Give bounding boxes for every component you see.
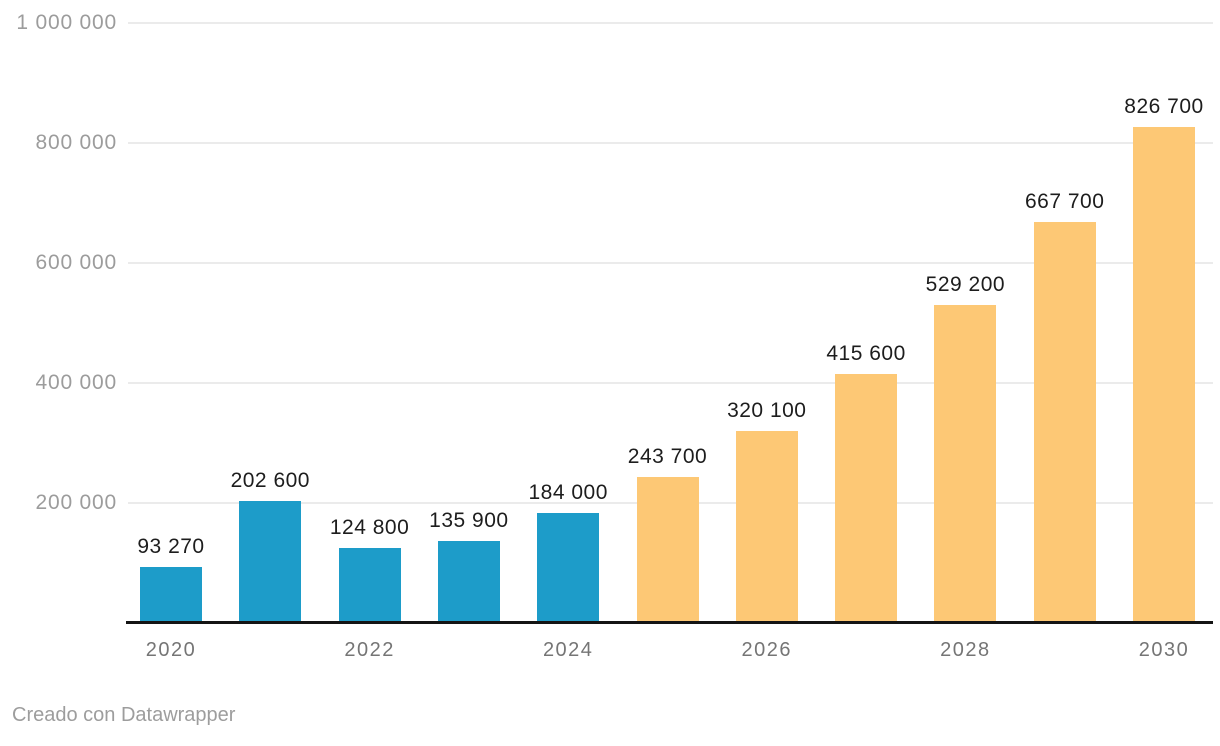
x-axis-tick-label: 2030 <box>1138 639 1190 661</box>
bar-value-label: 93 270 <box>137 535 205 558</box>
y-axis-tick-label: 200 000 <box>35 491 117 514</box>
bar-value-label: 135 900 <box>429 509 509 532</box>
bar-value-label: 320 100 <box>727 399 807 422</box>
bar-value-label: 529 200 <box>925 273 1006 296</box>
bar-2023[interactable]: 135 900 <box>429 509 508 623</box>
bar-2024[interactable]: 184 000 <box>528 481 607 623</box>
bar-2026[interactable]: 320 100 <box>727 399 806 623</box>
x-axis-line <box>126 621 1213 624</box>
y-axis-tick-label: 600 000 <box>35 251 117 274</box>
attribution: Creado con Datawrapper <box>12 704 236 726</box>
bar-value-label: 124 800 <box>329 516 410 539</box>
x-axis-tick-label: 2028 <box>940 639 991 661</box>
bar-2028[interactable]: 529 200 <box>926 273 1005 623</box>
bar-2029[interactable]: 667 700 <box>1025 190 1104 623</box>
bar-value-label: 243 700 <box>627 445 708 468</box>
gridline <box>128 262 1213 264</box>
x-axis-tick-label: 2026 <box>741 639 793 661</box>
bar-2030[interactable]: 826 700 <box>1124 95 1203 623</box>
gridline <box>128 22 1213 24</box>
x-axis-tick-label: 2022 <box>344 639 395 661</box>
bar-2025[interactable]: 243 700 <box>628 445 707 623</box>
y-axis-tick-label: 400 000 <box>35 371 117 394</box>
bar-value-label: 667 700 <box>1024 190 1105 213</box>
bar-value-label: 415 600 <box>826 342 906 365</box>
y-axis-tick-label: 800 000 <box>35 131 117 154</box>
x-axis-tick-label: 2020 <box>145 639 197 661</box>
bar-value-label: 826 700 <box>1124 95 1204 118</box>
x-axis-tick-label: 2024 <box>542 639 594 661</box>
bar-value-label: 202 600 <box>230 469 310 492</box>
y-axis-tick-label: 1 000 000 <box>16 11 117 34</box>
bar-2027[interactable]: 415 600 <box>826 342 905 623</box>
bar-2022[interactable]: 124 800 <box>330 516 409 623</box>
gridline <box>128 382 1213 384</box>
bar-2021[interactable]: 202 600 <box>231 469 310 623</box>
bar-value-label: 184 000 <box>528 481 608 504</box>
gridline <box>128 142 1213 144</box>
bar-2020[interactable]: 93 270 <box>137 535 204 623</box>
